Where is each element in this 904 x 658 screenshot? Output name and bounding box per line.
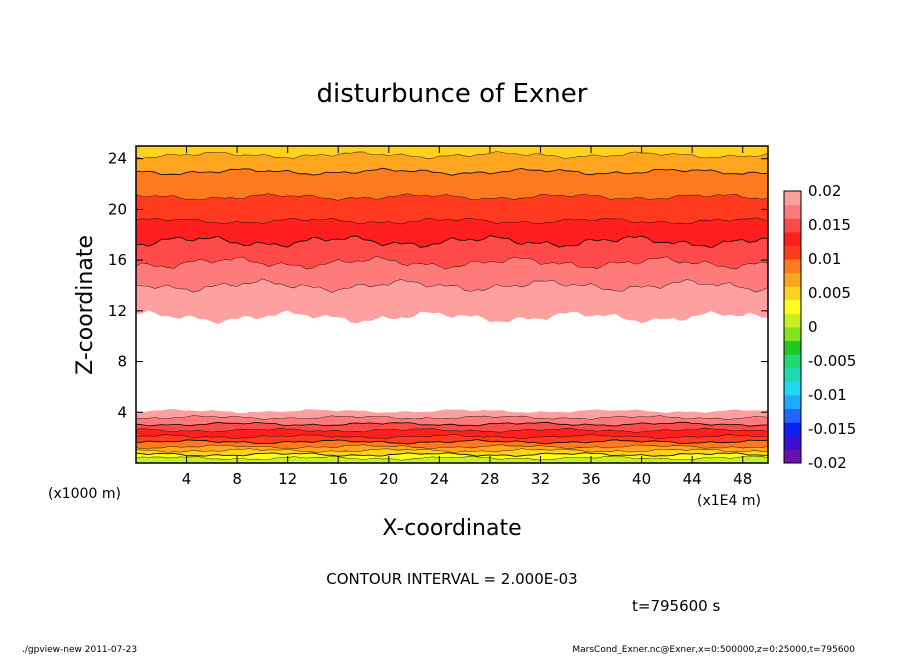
colorbar-tick-label: 0.01	[808, 250, 841, 268]
contour-band	[136, 278, 768, 325]
colorbar-swatch	[784, 435, 801, 450]
x-tick-label: 44	[683, 470, 702, 488]
y-axis: 4 8 12 16 20 24	[108, 150, 768, 421]
contour-band	[136, 193, 768, 224]
contour-band	[136, 427, 768, 439]
y-tick-label: 16	[108, 251, 127, 269]
contour-band	[136, 434, 768, 444]
colorbar-tick-label: -0.02	[808, 454, 847, 472]
colorbar-tick-label: 0.015	[808, 216, 851, 234]
colorbar-labels: 0.02 0.015 0.01 0.005 0 -0.005 -0.01 -0.015 -0.0…	[808, 182, 856, 472]
x-tick-label: 28	[480, 470, 499, 488]
contour-band	[136, 167, 768, 201]
colorbar-swatch	[784, 367, 801, 382]
y-unit-label: (x1000 m)	[48, 486, 121, 502]
footer-right: MarsCond_Exner.nc@Exner,x=0:500000,z=0:2…	[572, 645, 855, 654]
colorbar-tick-label: 0.02	[808, 182, 841, 200]
colorbar-tick-label: -0.005	[808, 352, 856, 370]
x-tick-label: 20	[379, 470, 398, 488]
colorbar-tick-label: -0.01	[808, 386, 847, 404]
colorbar-tick-label: 0	[808, 318, 818, 336]
contour-band	[136, 421, 768, 433]
y-tick-label: 12	[108, 302, 127, 320]
colorbar-swatch	[784, 204, 801, 219]
x-tick-label: 36	[581, 470, 600, 488]
y-tick-label: 4	[117, 403, 127, 421]
chart-title: disturbunce of Exner	[317, 79, 588, 109]
x-tick-label: 32	[531, 470, 550, 488]
contour-band	[136, 444, 768, 453]
y-tick-label: 8	[117, 353, 127, 371]
colorbar-swatch	[784, 245, 801, 260]
plot-frame	[135, 145, 769, 464]
colorbar-frame	[783, 190, 802, 464]
colorbar-swatch	[784, 327, 801, 342]
colorbar-swatch	[784, 408, 801, 423]
colorbar-swatch	[784, 340, 801, 355]
x-tick-label: 40	[632, 470, 651, 488]
colorbar-swatch	[784, 272, 801, 287]
contour-band	[136, 310, 768, 413]
colorbar-swatch	[784, 354, 801, 369]
plot-area	[135, 146, 769, 463]
y-tick-label: 20	[108, 200, 127, 218]
colorbar-swatch	[784, 422, 801, 437]
time-text: t=795600 s	[632, 597, 720, 615]
x-tick-label: 24	[430, 470, 449, 488]
colorbar-swatch	[784, 381, 801, 396]
contour-band	[136, 452, 768, 460]
x-tick-label: 4	[182, 470, 192, 488]
x-tick-label: 16	[329, 470, 348, 488]
colorbar-swatch	[784, 299, 801, 314]
colorbar-swatch	[784, 231, 801, 246]
colorbar-swatch	[784, 259, 801, 274]
colorbar-swatch	[784, 218, 801, 233]
colorbar-swatch	[784, 191, 801, 206]
x-axis: 4 8 12 16 20 24 28 32 36 40 44 48	[182, 146, 752, 488]
colorbar-swatch	[784, 395, 801, 410]
contour-band	[136, 151, 768, 175]
y-axis-label: Z-coordinate	[73, 235, 98, 375]
y-tick-label: 24	[108, 150, 127, 168]
contour-interval-text: CONTOUR INTERVAL = 2.000E-03	[326, 570, 577, 588]
colorbar-tick-label: -0.015	[808, 420, 856, 438]
footer-left: ./gpview-new 2011-07-23	[22, 645, 137, 654]
contour-band	[136, 439, 768, 449]
colorbar-swatch	[784, 286, 801, 301]
contour-band	[136, 217, 768, 248]
x-tick-label: 48	[733, 470, 752, 488]
x-axis-label: X-coordinate	[382, 516, 521, 541]
colorbar	[784, 191, 801, 464]
contour-band	[136, 455, 768, 463]
contour-band	[136, 146, 768, 159]
x-unit-label: (x1E4 m)	[697, 493, 761, 509]
contour-band	[136, 408, 768, 420]
colorbar-swatch	[784, 313, 801, 328]
colorbar-swatch	[784, 449, 801, 464]
colorbar-tick-label: 0.005	[808, 284, 851, 302]
x-tick-label: 12	[278, 470, 297, 488]
x-tick-label: 8	[232, 470, 242, 488]
